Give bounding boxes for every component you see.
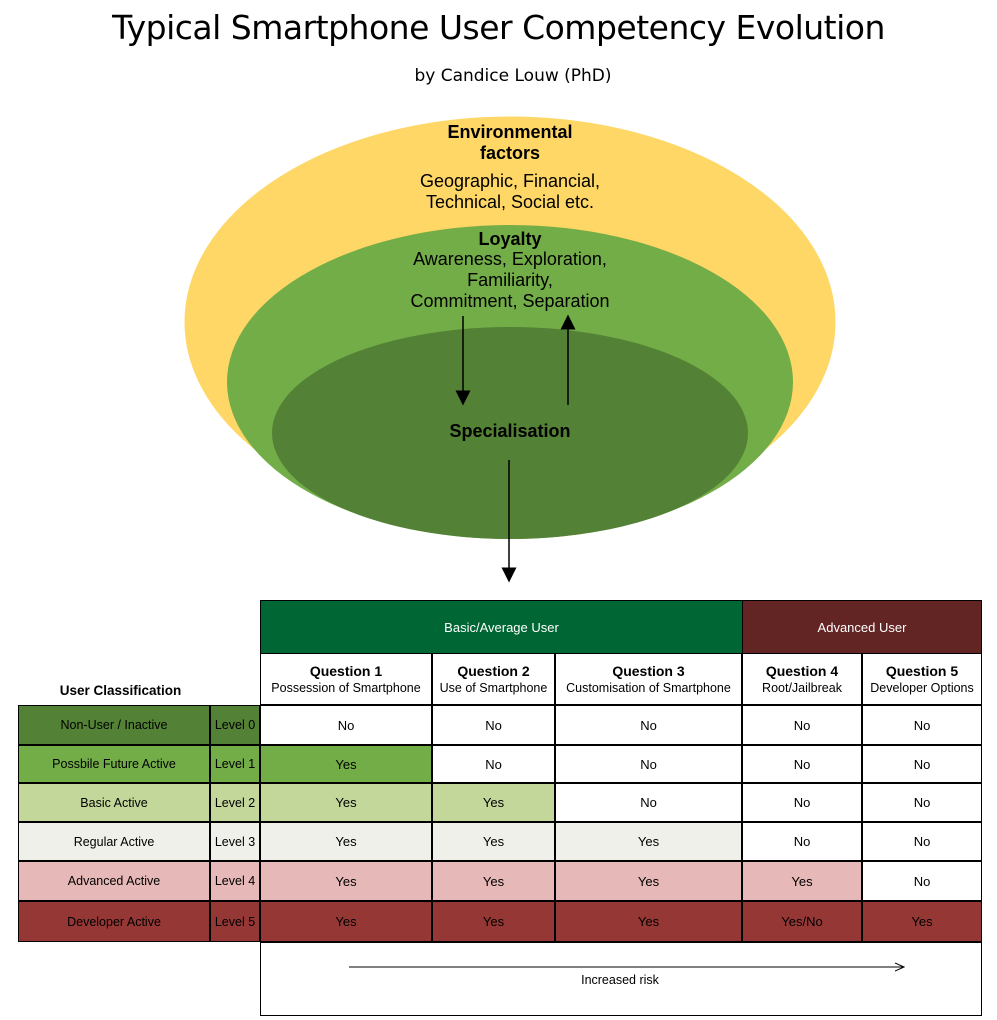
question-title: Question 4	[765, 663, 839, 679]
outer-text: Geographic, Financial, Technical, Social…	[360, 171, 660, 213]
outer-heading-line2: factors	[479, 143, 541, 163]
question-title: Question 5	[885, 663, 959, 679]
outer-heading-line1: Environmental	[447, 122, 573, 142]
question-description: Possession of Smartphone	[271, 681, 421, 695]
row-name: Basic Active	[18, 783, 210, 822]
question-header-3: Question 3 Customisation of Smartphone	[555, 653, 742, 705]
row-name: Regular Active	[18, 822, 210, 861]
answer-cell: No	[862, 705, 982, 745]
answer-cell: Yes	[555, 861, 742, 901]
risk-footer	[260, 942, 982, 1016]
answer-cell: No	[862, 822, 982, 861]
row-level: Level 4	[210, 861, 260, 901]
answer-cell: No	[862, 745, 982, 783]
answer-cell: Yes	[432, 822, 555, 861]
answer-cell: Yes	[432, 861, 555, 901]
answer-cell: Yes	[432, 901, 555, 942]
answer-cell: No	[432, 705, 555, 745]
answer-cell: Yes	[555, 822, 742, 861]
middle-text-line1: Awareness, Exploration,	[413, 249, 607, 269]
answer-cell: Yes	[260, 901, 432, 942]
question-description: Customisation of Smartphone	[566, 681, 731, 695]
question-description: Developer Options	[870, 681, 974, 695]
group-header-advanced: Advanced User	[742, 600, 982, 653]
answer-cell: Yes	[432, 783, 555, 822]
group-header-basic: Basic/Average User	[260, 600, 742, 653]
row-level: Level 1	[210, 745, 260, 783]
outer-text-line1: Geographic, Financial,	[419, 171, 601, 191]
question-header-5: Question 5 Developer Options	[862, 653, 982, 705]
middle-heading: Loyalty	[478, 229, 542, 249]
question-header-4: Question 4 Root/Jailbreak	[742, 653, 862, 705]
row-level: Level 3	[210, 822, 260, 861]
answer-cell: No	[555, 783, 742, 822]
middle-text-line2: Familiarity,	[467, 270, 553, 290]
inner-heading: Specialisation	[449, 421, 571, 441]
row-name: Developer Active	[18, 901, 210, 942]
answer-cell: No	[260, 705, 432, 745]
outer-text-line2: Technical, Social etc.	[425, 192, 595, 212]
answer-cell: No	[862, 861, 982, 901]
answer-cell: Yes	[862, 901, 982, 942]
question-description: Use of Smartphone	[439, 681, 548, 695]
answer-cell: Yes	[260, 783, 432, 822]
middle-text: Awareness, Exploration, Familiarity, Com…	[360, 249, 660, 312]
row-name: Non-User / Inactive	[18, 705, 210, 745]
answer-cell: Yes	[260, 745, 432, 783]
answer-cell: No	[742, 822, 862, 861]
outer-heading: Environmental factors	[380, 122, 640, 164]
row-level: Level 5	[210, 901, 260, 942]
answer-cell: No	[432, 745, 555, 783]
middle-text-line3: Commitment, Separation	[410, 291, 610, 311]
page-subtitle: by Candice Louw (PhD)	[414, 66, 612, 86]
answer-cell: Yes	[260, 822, 432, 861]
question-title: Question 3	[612, 663, 685, 679]
answer-cell: No	[742, 745, 862, 783]
row-name: Possbile Future Active	[18, 745, 210, 783]
row-level: Level 2	[210, 783, 260, 822]
answer-cell: Yes	[742, 861, 862, 901]
question-description: Root/Jailbreak	[762, 681, 842, 695]
question-header-2: Question 2 Use of Smartphone	[432, 653, 555, 705]
answer-cell: No	[862, 783, 982, 822]
row-level: Level 0	[210, 705, 260, 745]
question-title: Question 2	[457, 663, 530, 679]
answer-cell: No	[555, 745, 742, 783]
question-header-1: Question 1 Possession of Smartphone	[260, 653, 432, 705]
inner-ellipse-specialisation	[272, 327, 748, 539]
answer-cell: Yes	[555, 901, 742, 942]
answer-cell: Yes	[260, 861, 432, 901]
question-title: Question 1	[309, 663, 383, 679]
answer-cell: Yes/No	[742, 901, 862, 942]
user-classification-header: User Classification	[59, 682, 182, 698]
page-title: Typical Smartphone User Competency Evolu…	[112, 8, 885, 47]
row-name: Advanced Active	[18, 861, 210, 901]
answer-cell: No	[742, 783, 862, 822]
answer-cell: No	[742, 705, 862, 745]
answer-cell: No	[555, 705, 742, 745]
increased-risk-label: Increased risk	[581, 973, 659, 987]
